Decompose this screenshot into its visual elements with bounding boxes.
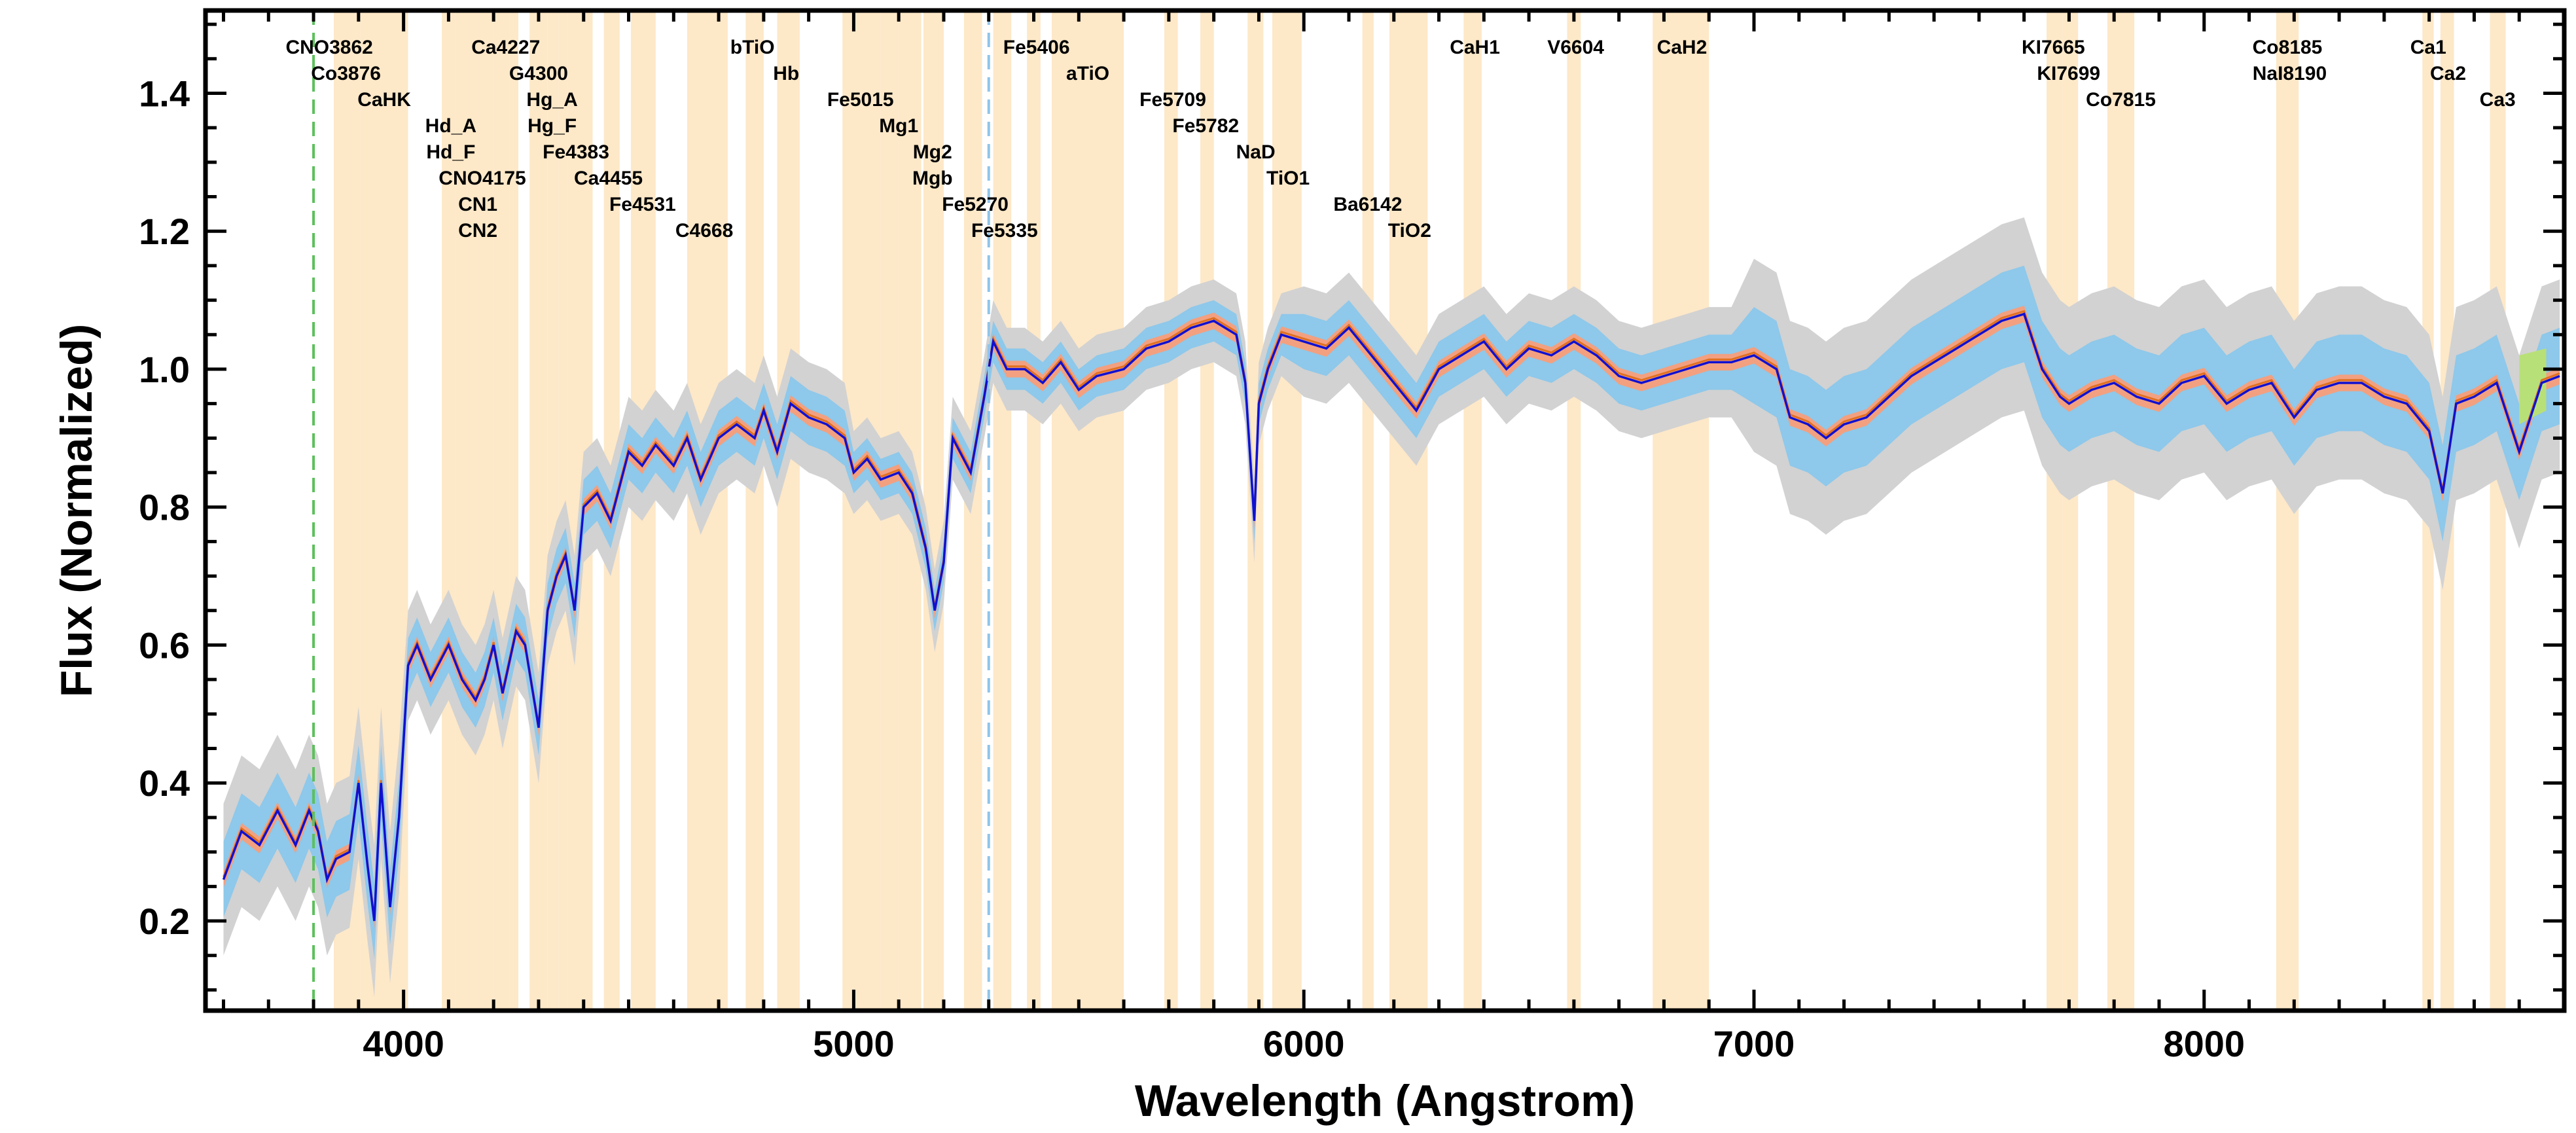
band-co8185 <box>2276 10 2290 1011</box>
band-label-v6604: V6604 <box>1547 37 1604 58</box>
uncertainty-envelopes <box>223 217 2560 997</box>
band-label-mg1: Mg1 <box>879 115 918 137</box>
band-hg_a <box>547 10 559 1011</box>
x-tick-label-5000: 5000 <box>813 1023 895 1064</box>
y-tick-label-0-8: 0.8 <box>139 487 190 528</box>
band-label-co3876: Co3876 <box>311 63 381 84</box>
band-label-cn2: CN2 <box>458 220 497 242</box>
band-fe5782 <box>1200 10 1214 1011</box>
band-cn1 <box>478 10 494 1011</box>
band-label-ca4227: Ca4227 <box>471 37 540 58</box>
x-tick-label-7000: 7000 <box>1713 1023 1795 1064</box>
band-label-mgb: Mgb <box>912 168 953 189</box>
band-hd_a <box>442 10 456 1011</box>
band-labels: CNO3862 Co3876 CaHK Hd_A Hd_F CNO4175 CN1 CN2 Ca… <box>285 37 2515 242</box>
band-label-hg_f: Hg_F <box>528 115 577 137</box>
band-label-cah1: CaH1 <box>1450 37 1500 58</box>
y-tick-label-1-4: 1.4 <box>139 73 190 114</box>
band-label-co8185: Co8185 <box>2253 37 2323 58</box>
band-label-ca3: Ca3 <box>2480 89 2516 111</box>
axis-ticks: 4000 5000 6000 7000 8000 0.2 0.4 0.6 0.8 1.0 1.2 1.… <box>139 10 2566 1064</box>
band-label-hb: Hb <box>773 63 799 84</box>
band-fe5270 <box>963 10 982 1011</box>
band-label-hg_a: Hg_A <box>526 89 577 111</box>
band-cn2 <box>493 10 510 1011</box>
band-label-atio: aTiO <box>1066 63 1109 84</box>
y-tick-label-1: 1.0 <box>139 349 190 390</box>
band-co7815 <box>2107 10 2135 1011</box>
band-label-ba6142: Ba6142 <box>1333 194 1402 215</box>
y-tick-label-0-2: 0.2 <box>139 901 190 942</box>
band-cno4175 <box>466 10 478 1011</box>
spectrum-line <box>222 312 2560 922</box>
band-label-cn1: CN1 <box>458 194 497 215</box>
y-tick-label-0-6: 0.6 <box>139 624 190 666</box>
band-cah1 <box>1463 10 1482 1011</box>
band-label-fe5782: Fe5782 <box>1172 115 1239 137</box>
band-v6604 <box>1567 10 1581 1011</box>
band-label-fe5335: Fe5335 <box>971 220 1038 242</box>
band-label-fe5270: Fe5270 <box>942 194 1009 215</box>
band-label-hd_a: Hd_A <box>425 115 476 137</box>
band-ki7699 <box>2062 10 2079 1011</box>
band-label-mg2: Mg2 <box>913 141 952 163</box>
y-tick-label-1-2: 1.2 <box>139 211 190 252</box>
band-fe5335 <box>993 10 1012 1011</box>
band-label-co7815: Co7815 <box>2086 89 2156 111</box>
band-ki7665 <box>2047 10 2063 1011</box>
band-ba6142 <box>1362 10 1374 1011</box>
band-hb <box>777 10 800 1011</box>
band-label-btio: bTiO <box>730 37 775 58</box>
band-label-fe5015: Fe5015 <box>827 89 894 111</box>
band-label-fe4531: Fe4531 <box>609 194 676 215</box>
x-tick-label-4000: 4000 <box>363 1023 444 1064</box>
band-label-g4300: G4300 <box>509 63 568 84</box>
band-mgb <box>923 10 944 1011</box>
y-axis-title: Flux (Normalized) <box>52 324 101 698</box>
index-bands <box>334 10 2506 1011</box>
band-tio2 <box>1389 10 1428 1011</box>
band-label-ca4455: Ca4455 <box>574 168 643 189</box>
one-sigma-envelope <box>223 265 2560 959</box>
band-label-fe4383: Fe4383 <box>543 141 609 163</box>
band-g4300 <box>529 10 548 1011</box>
band-btio <box>745 10 764 1011</box>
band-fe5406 <box>1027 10 1041 1011</box>
band-label-c4668: C4668 <box>675 220 733 242</box>
band-label-nad: NaD <box>1236 141 1276 163</box>
band-ca3 <box>2490 10 2506 1011</box>
band-label-fe5406: Fe5406 <box>1003 37 1070 58</box>
extra-region <box>2519 348 2547 425</box>
band-label-ca2: Ca2 <box>2430 63 2466 84</box>
x-axis-title: Wavelength (Angstrom) <box>1135 1076 1635 1126</box>
plot-frame <box>203 8 2567 1013</box>
band-hd_f <box>455 10 467 1011</box>
band-label-hd_f: Hd_F <box>426 141 475 163</box>
x-tick-label-8000: 8000 <box>2163 1023 2245 1064</box>
band-label-ca1: Ca1 <box>2410 37 2446 58</box>
band-label-cah2: CaH2 <box>1657 37 1708 58</box>
band-label-tio1: TiO1 <box>1266 168 1310 189</box>
x-tick-label-6000: 6000 <box>1263 1023 1345 1064</box>
band-label-ki7699: KI7699 <box>2037 63 2100 84</box>
band-label-cno4175: CNO4175 <box>438 168 526 189</box>
band-ca4227 <box>509 10 519 1011</box>
band-label-nai8190: NaI8190 <box>2253 63 2327 84</box>
band-cah2 <box>1653 10 1709 1011</box>
y-tick-label-0-4: 0.4 <box>139 763 190 804</box>
band-fe5709 <box>1164 10 1178 1011</box>
model-line <box>223 310 2560 918</box>
band-label-fe5709: Fe5709 <box>1139 89 1206 111</box>
band-tio1 <box>1272 10 1302 1011</box>
band-label-cahk: CaHK <box>357 89 411 111</box>
band-label-ki7665: KI7665 <box>2022 37 2085 58</box>
spectrum-lines <box>222 310 2560 922</box>
band-label-tio2: TiO2 <box>1388 220 1431 242</box>
band-atio <box>1052 10 1124 1011</box>
vertical-markers <box>312 10 990 1011</box>
band-label-cno3862: CNO3862 <box>285 37 372 58</box>
